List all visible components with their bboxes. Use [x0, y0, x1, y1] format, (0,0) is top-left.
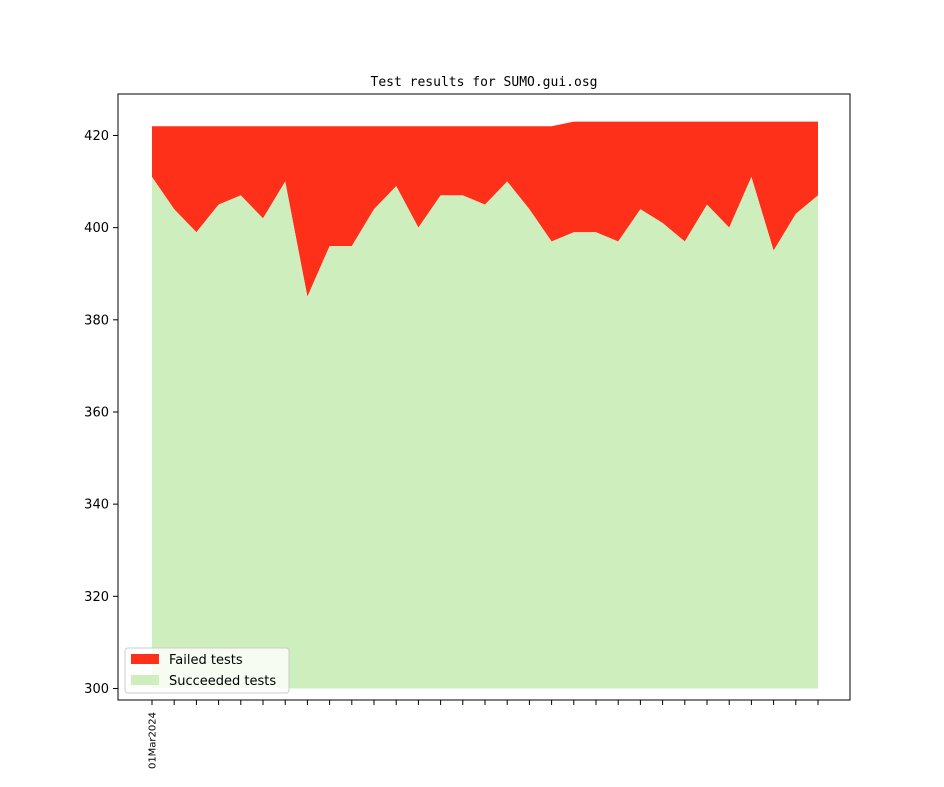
y-tick-label: 400 — [84, 221, 109, 236]
y-tick-label: 340 — [84, 498, 109, 513]
y-tick-label: 380 — [84, 313, 109, 328]
legend-swatch-succeeded — [131, 675, 159, 685]
legend-label-failed: Failed tests — [169, 653, 243, 668]
legend-frame — [124, 647, 290, 694]
axes: 300 320 340 360 380 400 420 01Mar2024 — [84, 129, 819, 769]
chart-title: Test results for SUMO.gui.osg — [371, 75, 598, 90]
x-tick-label: 01Mar2024 — [148, 712, 159, 769]
y-tick-label: 320 — [84, 590, 109, 605]
succeeded-tests-area — [152, 176, 818, 689]
legend: Failed tests Succeeded tests — [124, 647, 290, 694]
legend-swatch-failed — [131, 654, 159, 664]
y-tick-label: 420 — [84, 129, 109, 144]
legend-label-succeeded: Succeeded tests — [169, 674, 276, 689]
plot-frame — [117, 93, 851, 701]
y-tick-label: 300 — [84, 682, 109, 697]
plot-area — [152, 121, 818, 689]
y-tick-label: 360 — [84, 405, 109, 420]
failed-tests-area — [152, 121, 818, 297]
